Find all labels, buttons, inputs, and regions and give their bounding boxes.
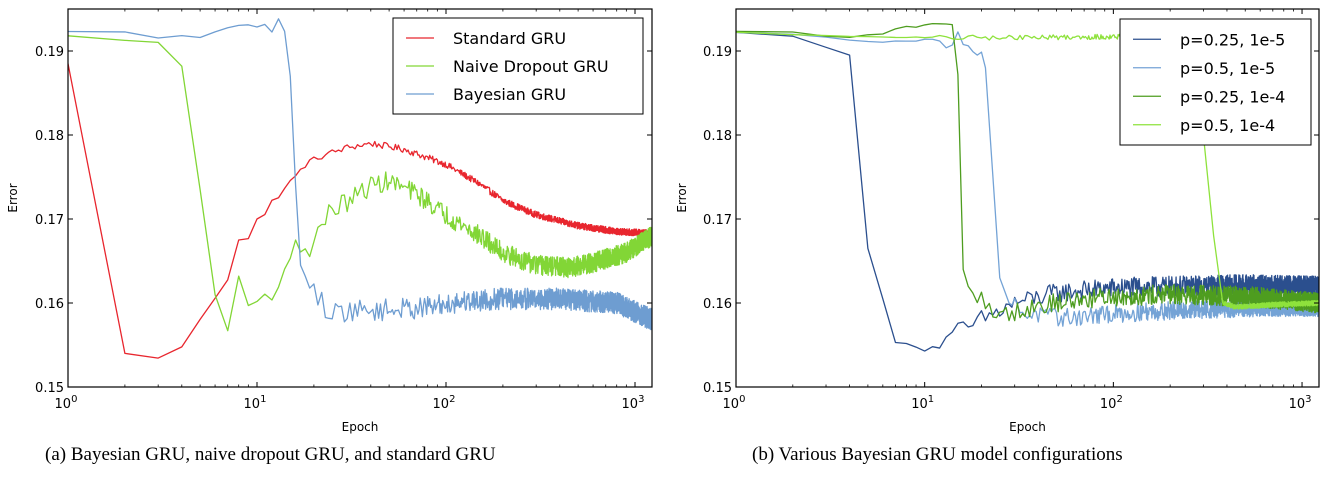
- x-tick-label: 100: [723, 394, 746, 412]
- y-tick-label: 0.15: [35, 381, 64, 396]
- y-tick-label: 0.16: [703, 297, 732, 312]
- legend-box: [1119, 18, 1312, 146]
- legend-label: p=0.25, 1e-5: [1180, 30, 1285, 49]
- series-layer-b: [736, 22, 1319, 352]
- legend-a: Standard GRU Naive Dropout GRU Bayesian GR…: [392, 17, 644, 115]
- legend-b: p=0.25, 1e-5 p=0.5, 1e-5 p=0.25, 1e-4 p=0.5…: [1119, 18, 1312, 146]
- x-tick-label: 101: [244, 394, 267, 412]
- legend-label: p=0.5, 1e-5: [1180, 59, 1275, 78]
- x-tick-label: 102: [433, 394, 456, 412]
- y-axis-label-b: Error: [675, 183, 689, 212]
- x-tick-label: 101: [911, 394, 934, 412]
- x-tick-label: 103: [1289, 394, 1312, 412]
- series-line-3: [736, 22, 1319, 322]
- y-tick-label: 0.15: [703, 381, 732, 396]
- y-tick-label: 0.19: [703, 45, 732, 60]
- x-axis-label-b: Epoch: [1009, 420, 1046, 434]
- series-layer-a: [68, 18, 652, 359]
- x-tick-label: 102: [1100, 394, 1123, 412]
- legend-label: Naive Dropout GRU: [453, 57, 609, 76]
- legend-label: p=0.5, 1e-4: [1180, 116, 1275, 135]
- y-axis-label-a: Error: [6, 183, 20, 212]
- legend-label: Standard GRU: [453, 29, 566, 48]
- y-tick-label: 0.18: [35, 129, 64, 144]
- x-axis-label-a: Epoch: [342, 420, 379, 434]
- series-line-1: [68, 63, 652, 359]
- y-tick-label: 0.17: [703, 213, 732, 228]
- series-line-2: [68, 35, 652, 332]
- chart-b: 0.15 0.16 0.17 0.18 0.19 100 101 102 103 Epoch E…: [675, 8, 1320, 434]
- legend-label: p=0.25, 1e-4: [1180, 87, 1285, 106]
- legend-label: Bayesian GRU: [453, 85, 566, 104]
- ticks-a: 0.15 0.16 0.17 0.18 0.19 100 101 102 103: [35, 9, 652, 412]
- caption-a: (a) Bayesian GRU, naive dropout GRU, and…: [45, 444, 496, 465]
- x-tick-label: 100: [55, 394, 78, 412]
- series-line-3: [68, 18, 652, 331]
- plot-frame-a: [67, 8, 653, 388]
- x-tick-label: 103: [622, 394, 645, 412]
- y-tick-label: 0.19: [35, 45, 64, 60]
- y-tick-label: 0.18: [703, 129, 732, 144]
- legend-box: [392, 17, 644, 115]
- y-tick-label: 0.17: [35, 213, 64, 228]
- plot-frame-b: [735, 8, 1320, 388]
- caption-b: (b) Various Bayesian GRU model configura…: [752, 444, 1123, 465]
- series-line-1: [736, 31, 1319, 352]
- y-tick-label: 0.16: [35, 297, 64, 312]
- chart-a: 0.15 0.16 0.17 0.18 0.19 100 101 102 103 Epoch E…: [6, 8, 653, 434]
